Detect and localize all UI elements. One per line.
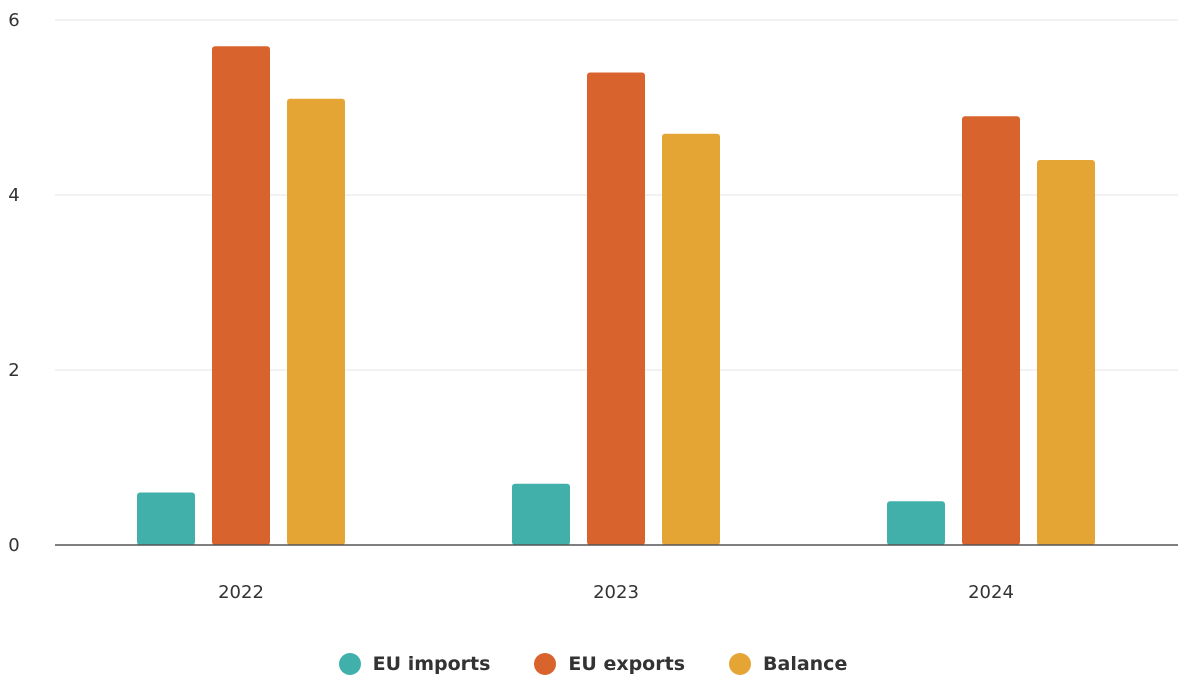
legend-marker-eu-imports: [338, 653, 361, 675]
bar-chart: 0 2 4 6 2022 2023 2024: [8, 10, 1178, 603]
legend-item-eu-exports[interactable]: EU exports: [534, 653, 685, 675]
y-tick-label: 2: [8, 360, 19, 381]
y-tick-label: 0: [8, 535, 19, 556]
legend: EU imports EU exports Balance: [0, 642, 1186, 686]
bar-eu-imports-2023[interactable]: [512, 483, 570, 545]
bar-eu-imports-2024[interactable]: [887, 501, 945, 545]
legend-label-balance: Balance: [763, 653, 848, 675]
legend-marker-balance: [729, 653, 752, 675]
legend-marker-eu-exports: [534, 653, 557, 675]
y-tick-label: 6: [8, 10, 19, 31]
x-tick-label-2024: 2024: [968, 582, 1014, 603]
bar-eu-exports-2022[interactable]: [212, 46, 270, 545]
bar-eu-exports-2024[interactable]: [962, 116, 1020, 545]
x-tick-label-2022: 2022: [218, 582, 264, 603]
y-axis: 0 2 4 6: [8, 10, 19, 556]
legend-item-balance[interactable]: Balance: [729, 653, 847, 675]
y-tick-label: 4: [8, 185, 19, 206]
bars: [137, 46, 1095, 545]
legend-label-eu-imports: EU imports: [372, 653, 491, 675]
legend-item-eu-imports[interactable]: EU imports: [338, 653, 491, 675]
bar-eu-imports-2022[interactable]: [137, 492, 195, 546]
bar-balance-2024[interactable]: [1037, 160, 1095, 545]
bar-balance-2023[interactable]: [662, 133, 720, 545]
bar-eu-exports-2023[interactable]: [587, 72, 645, 546]
legend-label-eu-exports: EU exports: [568, 653, 686, 675]
x-axis: 2022 2023 2024: [218, 582, 1014, 603]
bar-balance-2022[interactable]: [287, 98, 345, 545]
x-tick-label-2023: 2023: [593, 582, 639, 603]
